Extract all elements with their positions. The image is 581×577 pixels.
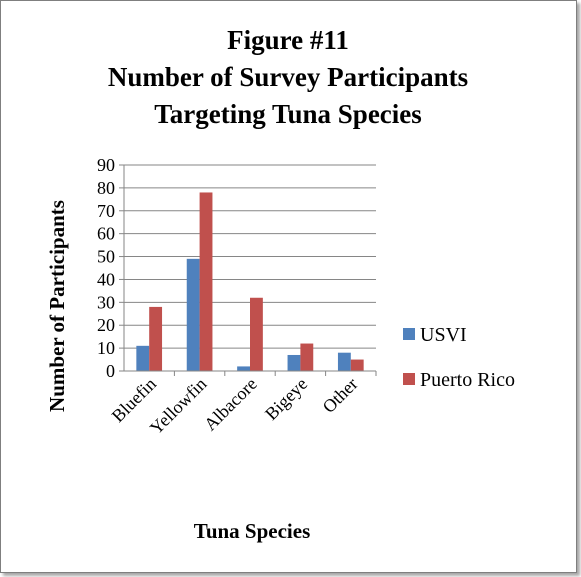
bar-puerto-rico-albacore (250, 297, 263, 371)
y-tick-label: 10 (97, 338, 115, 358)
legend: USVI Puerto Rico (403, 324, 515, 391)
legend-swatch (403, 328, 415, 340)
bars (136, 192, 364, 371)
bar-usvi-yellowfin (186, 258, 200, 371)
chart-title-line-1: Figure #11 (227, 25, 349, 55)
x-axis-title: Tuna Species (194, 519, 311, 543)
chart-title-line-3: Targeting Tuna Species (154, 99, 422, 129)
y-tick-label: 20 (97, 315, 115, 335)
bar-usvi-bigeye (287, 354, 301, 371)
x-tick-label: Other (319, 374, 362, 417)
legend-label: Puerto Rico (420, 369, 515, 391)
chart-svg: Figure #11 Number of Survey Participants… (45, 25, 515, 543)
bar-usvi-other (337, 352, 351, 371)
x-tick-label: Albacore (200, 374, 261, 435)
x-tick-label: Yellowfin (146, 374, 210, 438)
axes (123, 165, 376, 372)
bar-puerto-rico-bluefin (149, 306, 163, 371)
y-tick-label: 40 (97, 269, 115, 289)
chart-title-line-2: Number of Survey Participants (108, 62, 468, 92)
y-tick-label: 90 (97, 155, 115, 175)
bar-usvi-albacore (237, 366, 250, 371)
y-tick-label: 70 (97, 201, 115, 221)
legend-label: USVI (420, 324, 467, 346)
bar-puerto-rico-yellowfin (199, 192, 213, 371)
y-tick-label: 30 (97, 292, 115, 312)
chart-title: Figure #11 Number of Survey Participants… (108, 25, 468, 129)
y-tick-label: 80 (97, 178, 115, 198)
x-tick-label: Bigeye (261, 374, 311, 424)
bar-usvi-bluefin (136, 345, 150, 371)
y-axis-title: Number of Participants (45, 200, 69, 412)
bar-puerto-rico-other (350, 359, 364, 371)
bar-puerto-rico-bigeye (300, 343, 314, 371)
y-tick-label: 60 (97, 224, 115, 244)
legend-swatch (403, 373, 415, 385)
y-tick-label: 50 (97, 247, 115, 267)
y-tick-label: 0 (106, 361, 115, 381)
